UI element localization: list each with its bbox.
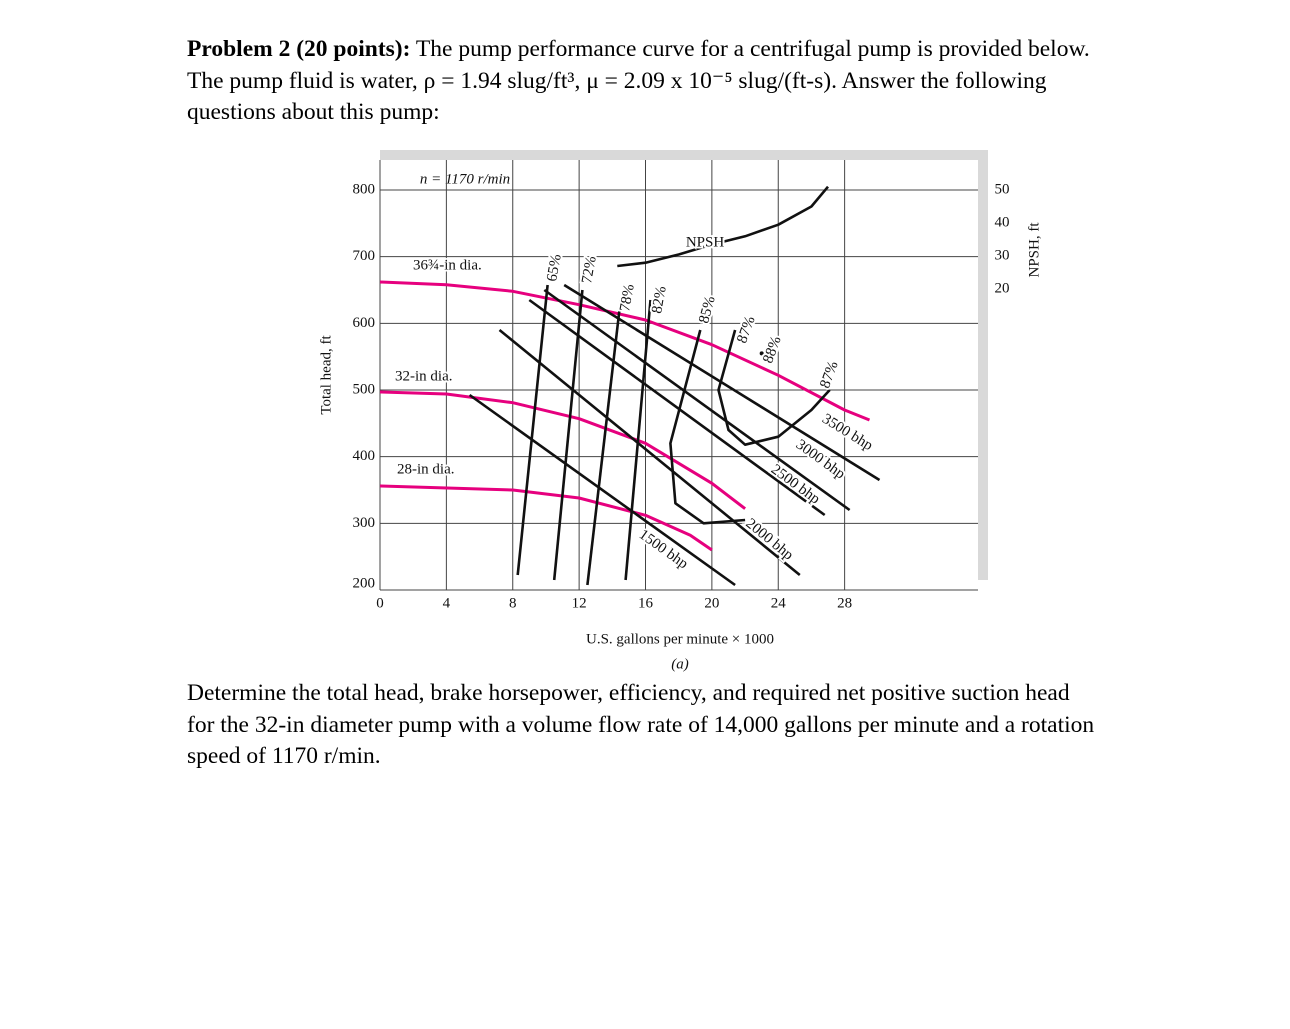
curve-label: 28-in dia. xyxy=(397,461,455,477)
x-tick-label: 12 xyxy=(572,595,587,611)
curve xyxy=(624,299,652,581)
curve-label: NPSH xyxy=(686,234,725,250)
x-tick-label: 28 xyxy=(837,595,852,611)
curve xyxy=(528,298,826,517)
x-tick-label: 8 xyxy=(509,595,517,611)
curve xyxy=(516,284,549,576)
curve xyxy=(498,328,801,577)
head-curve xyxy=(617,185,829,268)
plot-area xyxy=(380,160,978,590)
y2-tick-label: 20 xyxy=(995,281,1010,297)
point xyxy=(759,351,764,356)
y-tick-label: 300 xyxy=(353,515,376,531)
x-axis-label: U.S. gallons per minute × 1000 xyxy=(586,631,774,647)
curve xyxy=(563,283,881,482)
y-tick-label: 200 xyxy=(353,575,376,591)
curve xyxy=(543,288,851,512)
y2-axis-label: NPSH, ft xyxy=(1026,222,1042,278)
y-tick-label: 500 xyxy=(353,381,376,397)
question: Determine the total head, brake horsepow… xyxy=(187,680,1095,769)
caption: (a) xyxy=(671,656,689,672)
speed-label: n = 1170 r/min xyxy=(420,171,510,187)
y2-tick-label: 50 xyxy=(995,181,1010,197)
y2-tick-label: 40 xyxy=(995,214,1010,230)
head-curve xyxy=(379,484,713,552)
y-axis-label: Total head, ft xyxy=(318,335,334,415)
curve-label: 36¾-in dia. xyxy=(413,257,482,273)
problem: Problem 2 (20 points): The pump performa… xyxy=(187,34,1097,129)
problem-heading: Problem 2 (20 points): xyxy=(187,36,411,62)
y-tick-label: 400 xyxy=(353,448,376,464)
curve-label: 32-in dia. xyxy=(395,368,453,384)
x-tick-label: 4 xyxy=(443,595,451,611)
x-tick-label: 0 xyxy=(376,595,384,611)
y-tick-label: 600 xyxy=(353,315,376,331)
curve xyxy=(468,393,736,587)
curve xyxy=(552,289,584,581)
head-curve xyxy=(379,390,747,510)
problem-body: The pump performance curve for a centrif… xyxy=(187,36,1090,125)
y2-tick-label: 30 xyxy=(995,248,1010,264)
x-tick-label: 20 xyxy=(704,595,719,611)
curve xyxy=(669,329,746,525)
x-tick-label: 24 xyxy=(771,595,787,611)
y-tick-label: 800 xyxy=(353,181,376,197)
curve xyxy=(717,329,831,446)
curve xyxy=(586,299,622,586)
x-tick-label: 16 xyxy=(638,595,654,611)
y-tick-label: 700 xyxy=(353,248,376,264)
